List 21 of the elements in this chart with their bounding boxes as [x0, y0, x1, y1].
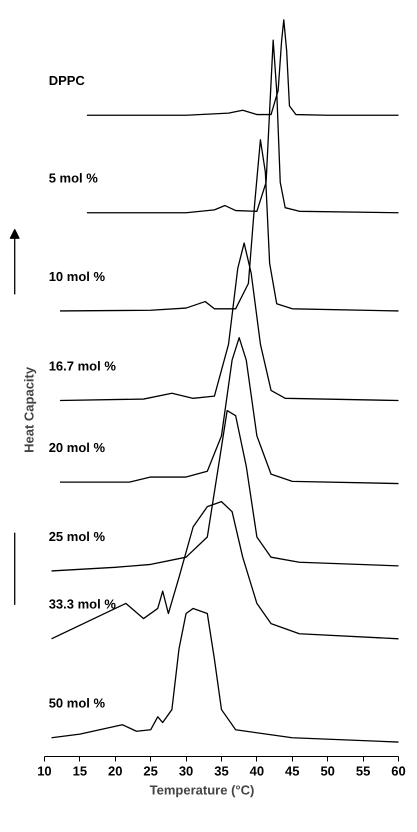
series-label: 50 mol %	[48, 696, 106, 711]
x-tick-label: 10	[37, 764, 52, 778]
x-tick-label: 45	[285, 764, 300, 778]
x-tick-label: 25	[143, 764, 158, 778]
text: 10 mol %	[48, 268, 106, 284]
x-tick-label: 50	[320, 764, 335, 778]
x-tick-label: 40	[250, 764, 264, 778]
series-label: 33.3 mol %	[48, 596, 116, 612]
x-tick-label: 55	[356, 764, 370, 778]
x-tick-label: 15	[72, 764, 88, 778]
x-tick-label: 60	[391, 764, 406, 778]
text: DPPC	[48, 73, 86, 88]
x-tick-label: 35	[214, 764, 229, 778]
text: 5 mol %	[48, 170, 98, 186]
x-tick-label: 30	[178, 764, 194, 778]
y-axis-title: Heat Capacity	[21, 366, 36, 453]
text: 20 mol %	[48, 440, 106, 455]
x-axis-title: Temperature (°C)	[150, 782, 254, 798]
series-label: 25 mol %	[48, 528, 106, 544]
x-tick-label: 20	[108, 764, 122, 778]
text: 16.7 mol %	[48, 358, 116, 374]
